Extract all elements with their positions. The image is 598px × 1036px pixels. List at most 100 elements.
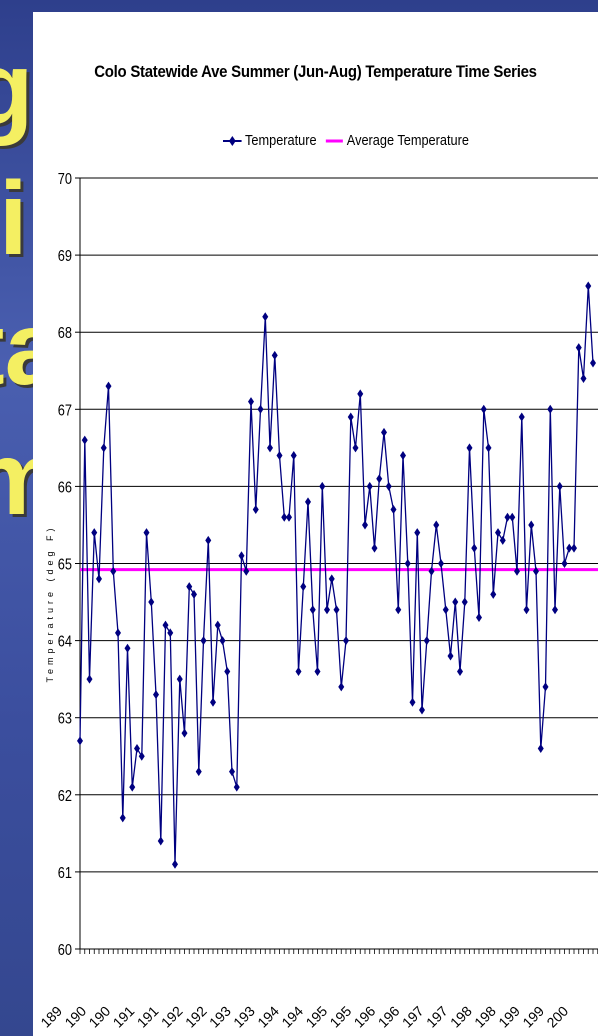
temperature-data-point	[485, 443, 492, 453]
legend-item-temperature: Temperature	[223, 132, 317, 149]
temperature-data-point	[110, 566, 117, 576]
temperature-data-point	[552, 605, 558, 615]
x-tick-label: 199	[519, 1003, 547, 1031]
temperature-legend-marker	[223, 136, 242, 147]
average-legend-line	[326, 139, 344, 143]
x-tick-label: 197	[399, 1003, 427, 1031]
temperature-data-point	[276, 451, 283, 461]
temperature-data-point	[461, 597, 468, 607]
temperature-data-point	[542, 682, 549, 692]
temperature-data-point	[438, 559, 444, 568]
x-tick-label: 192	[182, 1003, 210, 1031]
x-tick-label: 193	[230, 1003, 258, 1031]
temperature-data-point	[153, 690, 159, 700]
x-tick-label: 189	[37, 1003, 65, 1031]
temperature-data-point	[490, 589, 497, 599]
temperature-data-point	[514, 566, 520, 576]
temperature-data-point	[328, 574, 335, 584]
temperature-line-chart: 60 61 62 63 64 65 66 67 68 69 70 Temperature (deg F…	[37, 171, 598, 1031]
x-tick-label: 198	[471, 1003, 499, 1031]
temperature-data-point	[409, 697, 416, 707]
temperature-data-point	[214, 620, 221, 630]
temperature-data-point	[286, 512, 292, 522]
temperature-data-point	[452, 597, 459, 607]
temperature-data-point	[381, 427, 387, 437]
x-tick-label: 193	[206, 1003, 234, 1031]
temperature-data-point	[252, 505, 259, 515]
temperature-data-point	[281, 512, 288, 522]
temperature-data-point	[447, 651, 454, 661]
temperature-data-point	[385, 481, 392, 491]
temperature-data-point	[575, 343, 582, 353]
temperature-data-point	[262, 312, 269, 322]
x-tick-label: 191	[110, 1003, 138, 1031]
temperature-data-point	[390, 505, 397, 515]
temperature-data-point	[191, 589, 197, 599]
temperature-data-point	[176, 674, 183, 684]
temperature-data-point	[376, 474, 383, 484]
temperature-data-point	[148, 597, 155, 607]
temperature-data-point	[162, 620, 169, 630]
temperature-data-point	[585, 281, 592, 291]
temperature-data-point	[167, 628, 174, 638]
y-tick-label: 63	[58, 710, 72, 728]
temperature-data-point	[547, 404, 554, 414]
temperature-data-point	[248, 397, 254, 407]
legend-label-temperature: Temperature	[245, 132, 317, 149]
temperature-data-point	[571, 543, 577, 553]
temperature-data-point	[556, 481, 563, 491]
temperature-data-point	[352, 443, 359, 453]
temperature-data-point	[495, 528, 501, 538]
temperature-data-point	[290, 451, 297, 461]
x-tick-label: 191	[134, 1003, 162, 1031]
temperature-data-point	[457, 666, 463, 676]
temperature-data-point	[91, 528, 98, 538]
temperature-data-point	[499, 535, 506, 545]
temperature-data-point	[537, 744, 544, 754]
temperature-data-point	[143, 528, 150, 538]
temperature-data-point	[476, 612, 482, 622]
temperature-data-point	[395, 605, 402, 615]
temperature-data-point	[362, 520, 368, 530]
temperature-data-point	[314, 666, 321, 676]
x-tick-label: 194	[278, 1003, 306, 1031]
temperature-data-point	[419, 705, 425, 715]
y-tick-label: 62	[58, 788, 72, 806]
y-axis-label: Temperature (deg F)	[45, 524, 55, 682]
temperature-data-point	[442, 605, 449, 615]
temperature-data-point	[233, 782, 240, 792]
temperature-data-point	[119, 813, 126, 823]
temperature-data-point	[81, 435, 88, 445]
x-tick-label: 195	[302, 1003, 330, 1031]
y-tick-label: 69	[58, 248, 72, 266]
temperature-data-point	[129, 782, 136, 792]
temperature-data-point	[100, 443, 107, 453]
temperature-data-point	[300, 582, 307, 592]
temperature-data-point	[124, 643, 131, 653]
y-tick-label: 70	[58, 171, 72, 189]
temperature-data-point	[504, 512, 511, 522]
temperature-data-point	[518, 412, 525, 422]
y-tick-label: 68	[58, 325, 72, 343]
x-tick-label: 190	[85, 1003, 113, 1031]
temperature-data-point	[200, 636, 207, 646]
temperature-data-point	[172, 859, 178, 869]
temperature-data-point	[400, 451, 406, 461]
temperature-data-point	[96, 574, 102, 584]
legend-label-average: Average Temperature	[346, 132, 469, 149]
x-tick-label: 195	[326, 1003, 354, 1031]
temperature-data-point	[138, 751, 145, 761]
x-tick-label: 196	[375, 1003, 403, 1031]
temperature-data-point	[357, 389, 364, 399]
temperature-data-point	[319, 481, 326, 491]
temperature-data-point	[590, 358, 596, 368]
temperature-data-point	[509, 512, 516, 522]
temperature-data-point	[195, 767, 202, 777]
chart-panel: 60 61 62 63 64 65 66 67 68 69 70 Temperature (deg F…	[33, 12, 598, 1036]
temperature-data-point	[309, 605, 316, 615]
temperature-data-point	[238, 551, 245, 561]
temperature-data-point	[243, 566, 250, 576]
temperature-data-point	[433, 520, 440, 530]
temperature-data-point	[343, 636, 349, 646]
temperature-data-point	[105, 381, 112, 391]
